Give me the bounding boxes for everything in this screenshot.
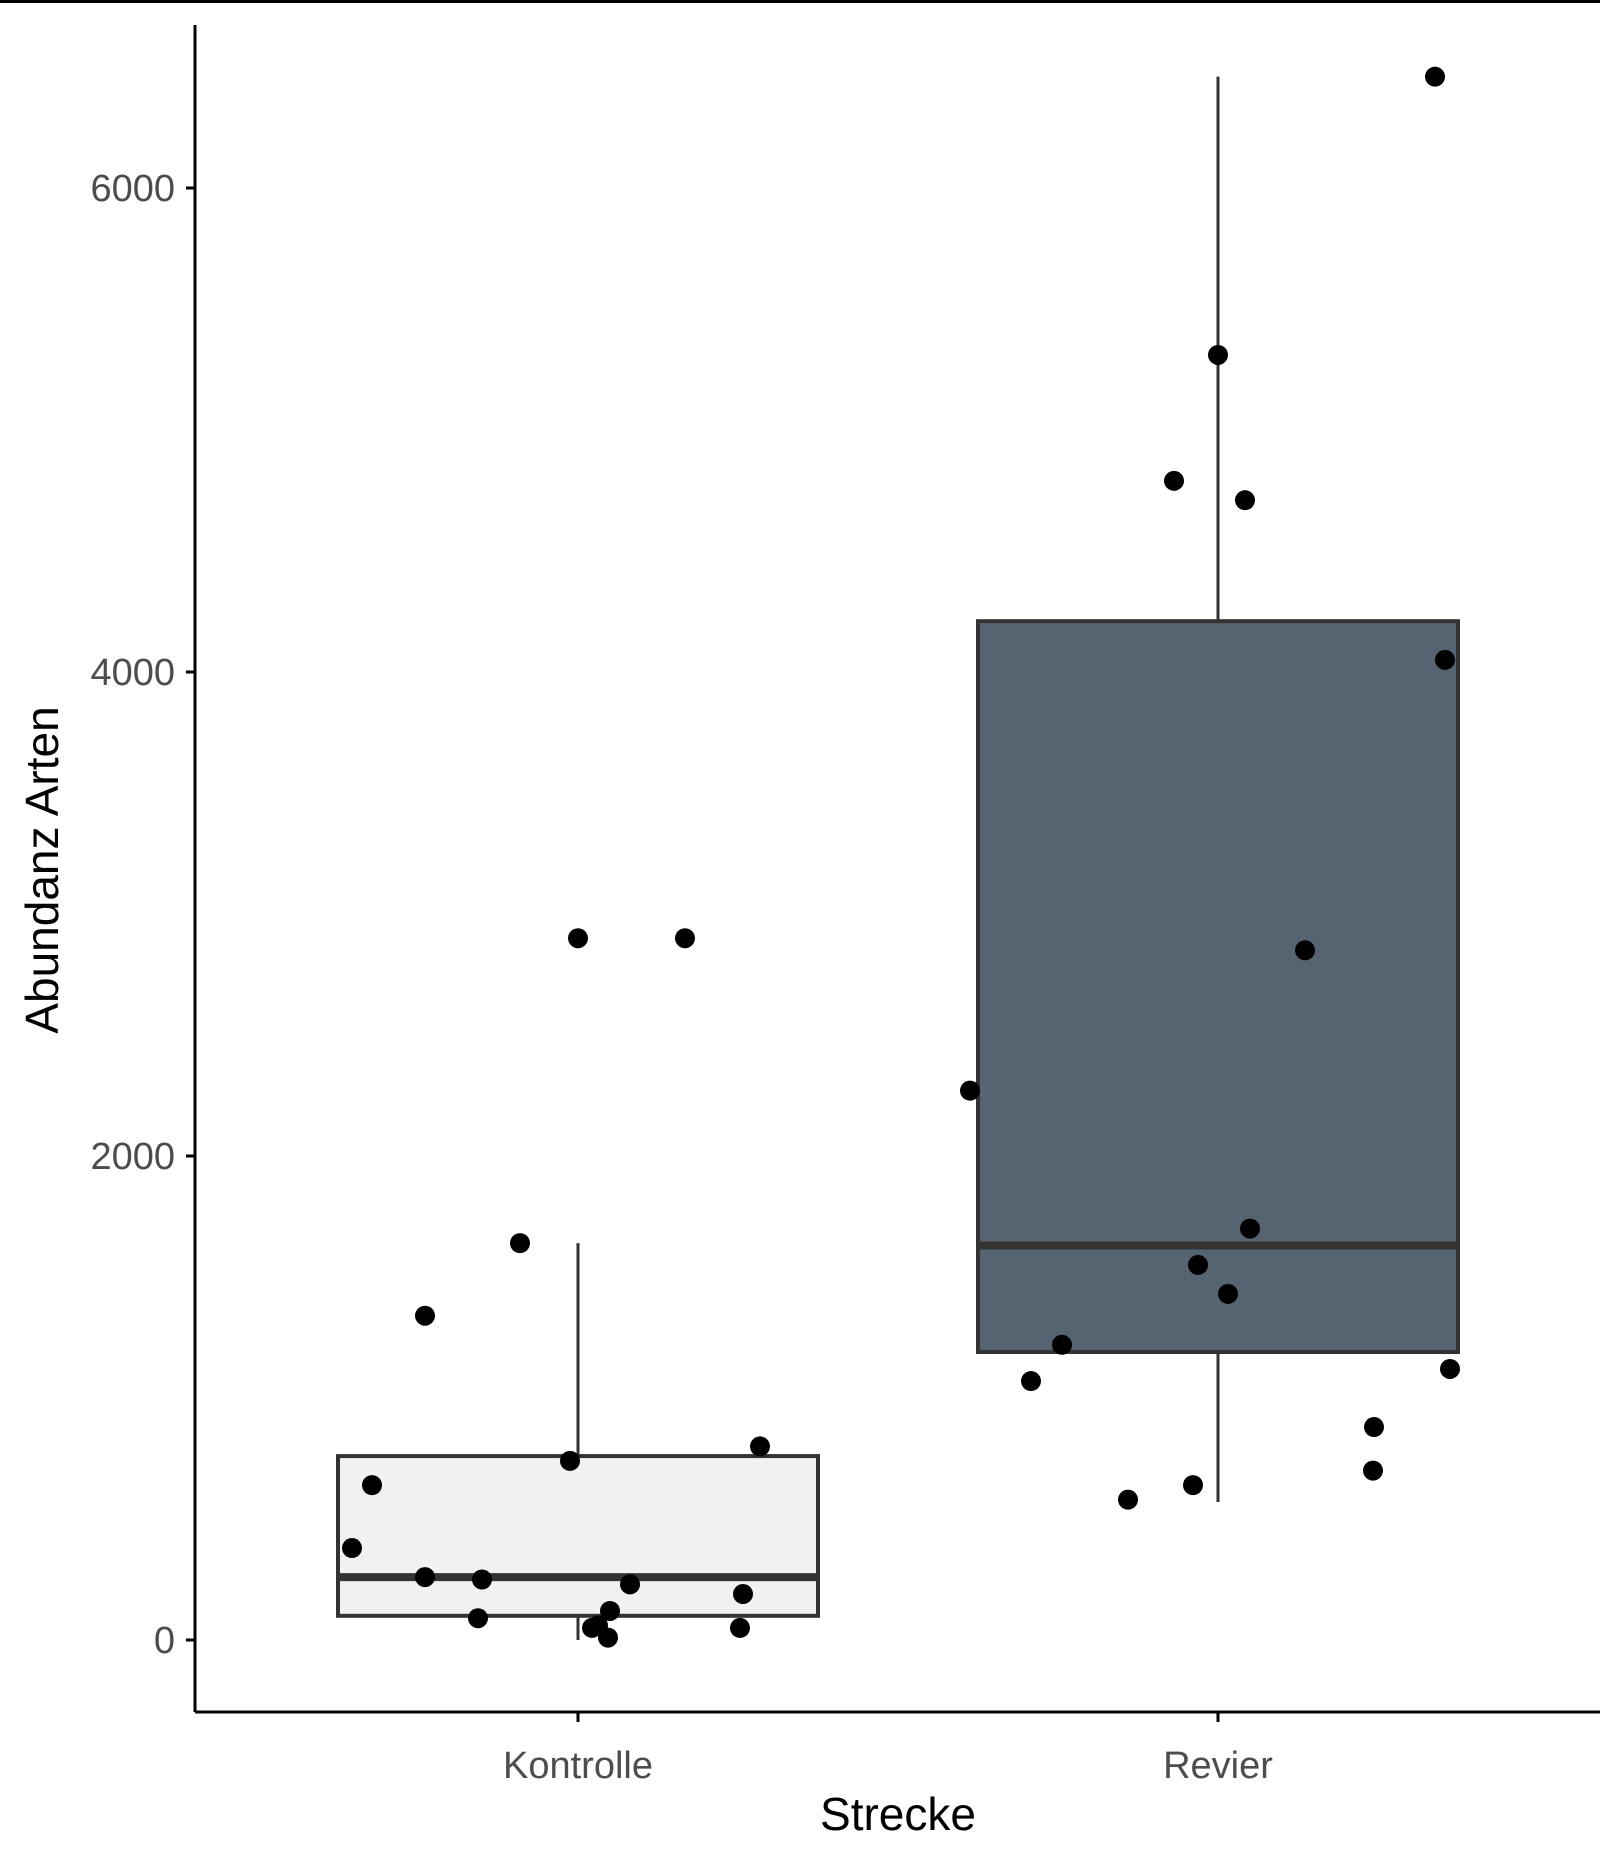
data-point-kontrolle	[733, 1584, 753, 1605]
data-point-kontrolle	[560, 1450, 580, 1471]
data-point-revier	[1235, 490, 1255, 511]
data-point-revier	[1118, 1489, 1138, 1510]
x-axis-title: Strecke	[820, 1788, 976, 1840]
box-revier	[976, 619, 1460, 1355]
data-point-kontrolle	[468, 1608, 488, 1629]
x-tick-label-revier: Revier	[1163, 1745, 1273, 1787]
data-point-revier	[1240, 1218, 1260, 1239]
data-point-kontrolle	[582, 1617, 602, 1638]
data-point-kontrolle	[598, 1627, 618, 1648]
data-point-revier	[1183, 1475, 1203, 1496]
data-point-revier	[1218, 1283, 1238, 1304]
axes-layer: 0 2000 4000 6000 Kontrolle Revier	[90, 25, 1600, 1787]
y-tick-label: 4000	[90, 652, 175, 694]
data-point-revier	[1295, 940, 1315, 961]
boxes-layer	[336, 76, 1460, 1640]
data-point-kontrolle	[600, 1600, 620, 1621]
data-point-revier	[1052, 1334, 1072, 1355]
top-border	[0, 0, 1600, 3]
data-point-kontrolle	[750, 1436, 770, 1457]
data-point-revier	[1425, 66, 1445, 87]
data-point-kontrolle	[362, 1475, 382, 1496]
data-point-kontrolle	[620, 1574, 640, 1595]
y-tick-label: 2000	[90, 1136, 175, 1178]
data-point-revier	[1208, 344, 1228, 365]
y-axis-title: Abundanz Arten	[16, 706, 68, 1033]
data-point-kontrolle	[472, 1569, 492, 1590]
y-tick-label: 6000	[90, 168, 175, 210]
data-point-revier	[1164, 470, 1184, 491]
data-point-revier	[1363, 1460, 1383, 1481]
data-point-kontrolle	[675, 928, 695, 949]
data-point-revier	[1021, 1371, 1041, 1392]
data-point-revier	[960, 1080, 980, 1101]
data-point-kontrolle	[342, 1538, 362, 1559]
x-tick-label-kontrolle: Kontrolle	[503, 1745, 653, 1787]
data-point-kontrolle	[730, 1617, 750, 1638]
data-point-kontrolle	[568, 928, 588, 949]
data-point-kontrolle	[415, 1567, 435, 1588]
data-point-revier	[1435, 649, 1455, 670]
points-layer	[342, 66, 1460, 1648]
data-point-revier	[1364, 1417, 1384, 1438]
y-tick-label: 0	[154, 1620, 175, 1662]
data-point-revier	[1188, 1254, 1208, 1275]
data-point-revier	[1440, 1358, 1460, 1379]
data-point-kontrolle	[510, 1233, 530, 1254]
data-point-kontrolle	[415, 1305, 435, 1326]
